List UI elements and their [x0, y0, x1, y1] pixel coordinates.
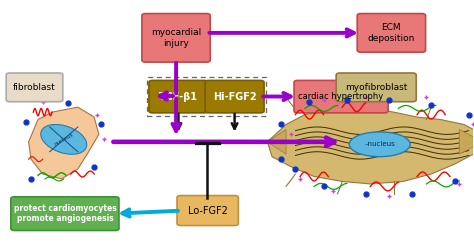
- Text: TGF-β1: TGF-β1: [159, 92, 198, 102]
- Text: fibroblast: fibroblast: [13, 83, 56, 92]
- Text: –nucleus: –nucleus: [365, 141, 395, 147]
- Polygon shape: [267, 129, 286, 154]
- Text: Hi-FGF2: Hi-FGF2: [213, 92, 256, 102]
- Text: Lo-FGF2: Lo-FGF2: [188, 205, 228, 216]
- Text: nucleus: nucleus: [53, 132, 74, 147]
- FancyBboxPatch shape: [205, 80, 264, 113]
- FancyBboxPatch shape: [149, 80, 208, 113]
- FancyBboxPatch shape: [336, 73, 416, 102]
- Polygon shape: [459, 129, 474, 154]
- Text: ECM
deposition: ECM deposition: [368, 23, 415, 43]
- Bar: [147, 77, 266, 116]
- Text: myofibroblast: myofibroblast: [345, 83, 407, 92]
- FancyBboxPatch shape: [294, 80, 388, 113]
- Text: cardiac hypertrophy: cardiac hypertrophy: [299, 92, 383, 101]
- FancyBboxPatch shape: [6, 73, 63, 102]
- Ellipse shape: [349, 132, 410, 157]
- Ellipse shape: [41, 124, 87, 154]
- FancyBboxPatch shape: [11, 197, 119, 231]
- Text: protect cardiomyocytes
promote angiogenesis: protect cardiomyocytes promote angiogene…: [14, 204, 116, 223]
- Polygon shape: [28, 107, 99, 179]
- FancyBboxPatch shape: [357, 13, 426, 52]
- FancyBboxPatch shape: [177, 195, 238, 226]
- FancyBboxPatch shape: [142, 13, 210, 62]
- Text: myocardial
injury: myocardial injury: [151, 28, 201, 48]
- Polygon shape: [267, 107, 474, 184]
